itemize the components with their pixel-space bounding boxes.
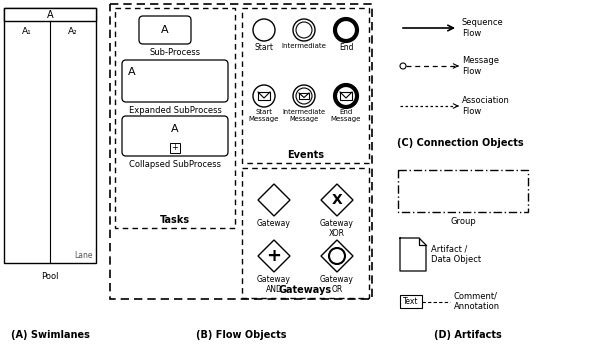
Text: Artifact /
Data Object: Artifact / Data Object: [431, 245, 481, 264]
Text: Sequence
Flow: Sequence Flow: [462, 18, 504, 38]
Circle shape: [253, 19, 275, 41]
Text: End: End: [339, 43, 353, 52]
Text: Intermediate
Message: Intermediate Message: [283, 109, 326, 121]
Text: Start: Start: [254, 43, 274, 52]
Bar: [258, 92, 270, 100]
Bar: [242, 8, 369, 163]
Text: A₂: A₂: [68, 27, 78, 36]
Text: Text: Text: [403, 297, 419, 306]
Text: +: +: [172, 143, 178, 152]
Text: Gateway
OR: Gateway OR: [320, 275, 354, 294]
Text: Message
Flow: Message Flow: [462, 56, 499, 76]
Circle shape: [296, 22, 312, 38]
Text: Events: Events: [287, 150, 324, 160]
Text: Intermediate: Intermediate: [281, 43, 326, 49]
Text: Association
Flow: Association Flow: [462, 96, 510, 116]
Text: Comment/
Annotation: Comment/ Annotation: [454, 292, 500, 311]
Text: X: X: [332, 193, 342, 207]
Text: Gateway: Gateway: [257, 219, 291, 228]
Text: (B) Flow Objects: (B) Flow Objects: [196, 330, 286, 340]
Bar: [4, 8, 96, 263]
Text: Collapsed SubProcess: Collapsed SubProcess: [129, 160, 221, 169]
Polygon shape: [321, 184, 353, 216]
Text: A: A: [128, 67, 136, 77]
Text: Expanded SubProcess: Expanded SubProcess: [129, 106, 221, 115]
Text: Tasks: Tasks: [160, 215, 190, 225]
Circle shape: [293, 19, 315, 41]
FancyBboxPatch shape: [139, 16, 191, 44]
Text: Gateways: Gateways: [279, 285, 332, 295]
Polygon shape: [321, 240, 353, 272]
Bar: [4, 8, 96, 21]
Bar: [115, 8, 235, 228]
Circle shape: [335, 85, 357, 107]
Bar: [110, 4, 372, 299]
Text: Lane: Lane: [74, 251, 93, 260]
Text: Gateway
XOR: Gateway XOR: [320, 219, 354, 238]
Text: (C) Connection Objects: (C) Connection Objects: [396, 138, 523, 148]
Text: +: +: [267, 247, 281, 265]
Bar: [398, 170, 528, 212]
Circle shape: [253, 85, 275, 107]
Text: Gateway
AND: Gateway AND: [257, 275, 291, 294]
FancyBboxPatch shape: [122, 60, 228, 102]
Circle shape: [296, 88, 312, 104]
Bar: [242, 168, 369, 298]
Bar: [299, 93, 309, 99]
Bar: [170, 143, 180, 153]
Text: Start
Message: Start Message: [249, 109, 279, 121]
Text: (D) Artifacts: (D) Artifacts: [434, 330, 502, 340]
Bar: [400, 295, 422, 308]
Text: Group: Group: [450, 217, 476, 226]
Circle shape: [293, 85, 315, 107]
Text: Pool: Pool: [41, 272, 59, 281]
Circle shape: [335, 19, 357, 41]
Text: A: A: [47, 10, 53, 20]
Text: A: A: [171, 124, 179, 134]
Text: Sub-Process: Sub-Process: [149, 48, 201, 57]
FancyBboxPatch shape: [122, 116, 228, 156]
Bar: [340, 92, 352, 100]
Text: A₁: A₁: [22, 27, 32, 36]
Text: End
Message: End Message: [331, 109, 361, 121]
Text: (A) Swimlanes: (A) Swimlanes: [11, 330, 90, 340]
Text: A: A: [161, 25, 169, 35]
Polygon shape: [258, 184, 290, 216]
Polygon shape: [258, 240, 290, 272]
Polygon shape: [400, 238, 426, 271]
